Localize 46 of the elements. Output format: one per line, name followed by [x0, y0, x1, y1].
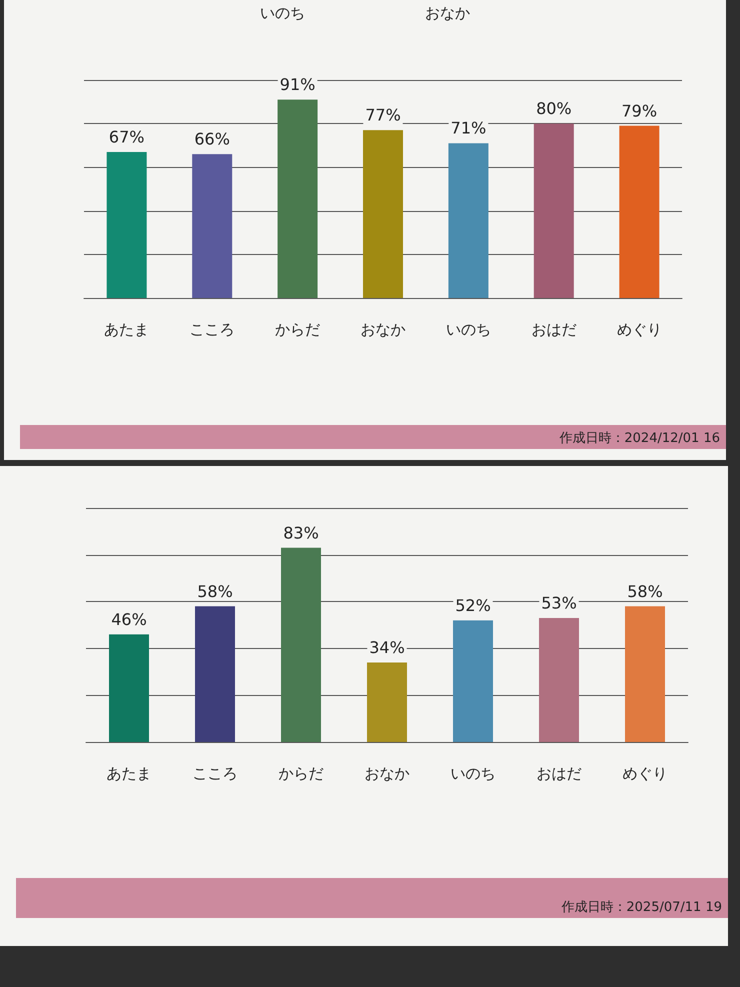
data-label: 67% — [108, 127, 144, 146]
bar — [278, 100, 318, 298]
text: いのち — [260, 4, 305, 23]
x-tick-label: いのち — [450, 764, 496, 782]
data-label: 91% — [280, 75, 316, 94]
text: おなか — [425, 4, 470, 23]
data-label: 77% — [365, 106, 401, 125]
bar — [109, 634, 149, 742]
x-tick-label: おなか — [360, 320, 406, 338]
x-tick-label: こころ — [192, 764, 238, 782]
bar — [363, 130, 403, 298]
data-label: 79% — [622, 101, 658, 120]
data-label: 80% — [536, 99, 572, 118]
bar — [539, 618, 579, 742]
x-tick-label: あたま — [104, 320, 150, 338]
x-tick-label: めぐり — [622, 764, 668, 782]
x-tick-label: おはだ — [531, 320, 576, 338]
data-label: 58% — [627, 582, 663, 601]
x-tick-label: あたま — [106, 764, 152, 782]
bar — [448, 143, 488, 298]
bar — [106, 152, 147, 298]
x-tick-label: こころ — [190, 320, 235, 338]
x-tick-label: いのち — [446, 320, 491, 338]
data-label: 83% — [283, 523, 319, 542]
bar — [625, 606, 665, 742]
x-tick-label: からだ — [275, 320, 320, 338]
x-tick-label: おはだ — [536, 764, 582, 782]
data-label: 66% — [194, 130, 230, 149]
text: 作成日時：2024/12/01 16 — [559, 430, 720, 447]
bar — [453, 620, 493, 742]
data-label: 52% — [455, 596, 491, 615]
bar — [367, 662, 407, 742]
data-label: 34% — [369, 638, 405, 657]
bar — [619, 126, 660, 298]
x-tick-label: めぐり — [616, 320, 662, 338]
x-tick-label: からだ — [278, 764, 324, 782]
x-tick-label: おなか — [364, 764, 410, 782]
bar — [534, 124, 574, 298]
data-label: 71% — [450, 118, 486, 138]
bar — [281, 548, 321, 742]
text: 作成日時：2025/07/11 19 — [561, 899, 722, 916]
data-label: 46% — [111, 610, 147, 629]
bar — [192, 154, 232, 298]
data-label: 53% — [541, 593, 577, 612]
data-label: 58% — [197, 582, 233, 601]
bar — [195, 606, 235, 742]
